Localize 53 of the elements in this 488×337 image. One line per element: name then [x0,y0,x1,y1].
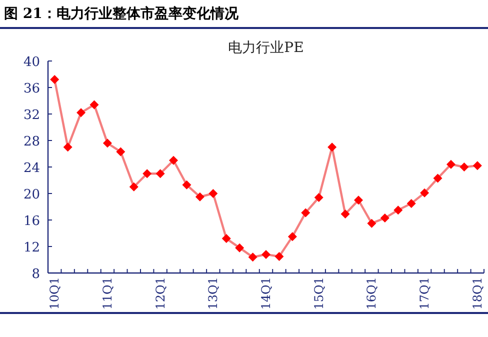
y-tick-label: 8 [32,267,40,282]
point [354,196,363,205]
x-tick-label: 11Q1 [100,277,114,310]
point [235,243,244,252]
point [102,138,112,148]
point [195,192,204,202]
point [116,147,126,156]
point [274,252,284,261]
x-tick-label: 12Q1 [153,277,168,310]
point [301,208,310,218]
point [182,180,192,190]
point [472,161,482,170]
y-tick-label: 24 [23,161,40,176]
point [367,218,376,228]
x-tick-label: 18Q1 [470,277,484,310]
point [288,232,297,242]
chart-subtitle: 电力行业PE [228,40,304,56]
point [406,198,416,208]
point [90,100,99,110]
point [129,182,138,192]
point [433,174,442,183]
point [314,192,324,202]
x-tick-label: 10Q1 [48,277,62,310]
x-tick-label: 15Q1 [312,277,326,310]
y-tick-label: 12 [23,240,40,256]
y-tick-label: 28 [23,134,40,150]
x-tick-label: 16Q1 [364,277,379,310]
point [63,142,72,152]
point [169,156,178,165]
point [340,210,350,219]
x-tick-label: 13Q1 [206,277,220,310]
point [156,169,165,178]
point [222,234,231,244]
point [460,162,469,172]
point [420,188,430,198]
point [248,252,258,262]
y-tick-label: 20 [23,188,40,202]
y-tick-label: 32 [23,108,40,123]
point [394,206,403,215]
chart-title: 图 21：电力行业整体市盈率变化情况 [4,5,240,22]
x-tick-label: 14Q1 [259,277,273,310]
y-tick-label: 40 [23,55,40,70]
point [262,250,270,259]
point [76,108,86,118]
point [380,214,390,223]
y-tick-label: 16 [23,214,40,229]
point [208,189,218,198]
point [50,75,60,84]
point [142,169,152,178]
x-tick-label: 17Q1 [418,277,432,310]
point [446,160,456,169]
y-tick-label: 36 [23,82,40,96]
point [328,142,337,152]
